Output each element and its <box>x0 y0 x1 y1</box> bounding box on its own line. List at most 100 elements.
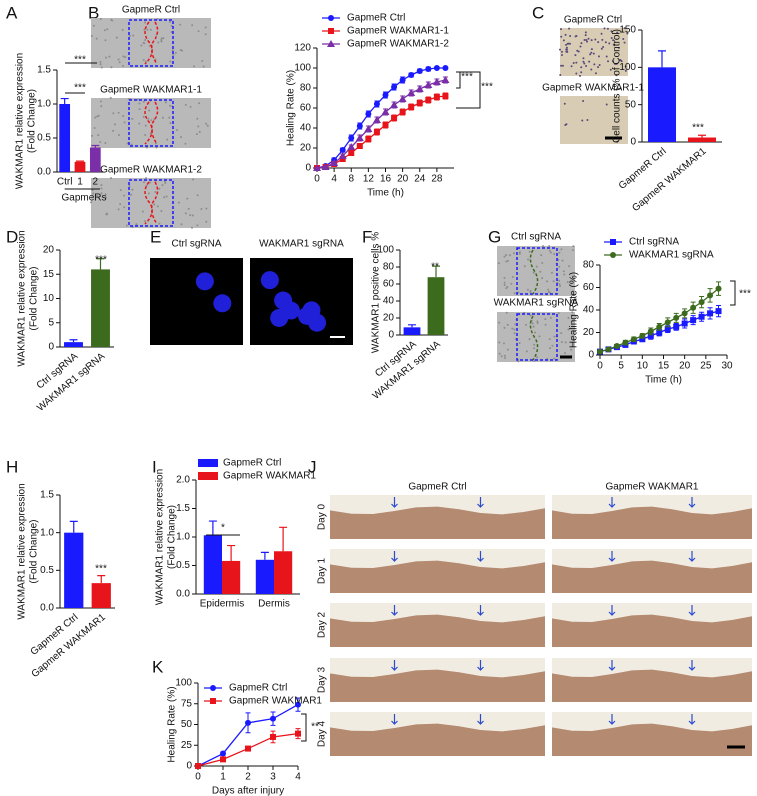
arrow <box>688 660 696 671</box>
cell <box>564 33 567 36</box>
texture <box>158 222 161 225</box>
texture <box>514 323 517 326</box>
row-label: Day 0 <box>317 504 328 531</box>
texture <box>198 130 201 133</box>
texture <box>184 142 187 145</box>
texture <box>96 115 99 118</box>
marker <box>364 125 373 132</box>
marker <box>373 129 380 135</box>
significance-label: *** <box>739 289 751 300</box>
arrow <box>608 714 616 725</box>
micrograph <box>91 98 211 148</box>
cell <box>559 48 562 51</box>
texture <box>131 188 134 191</box>
y-tick-label: 40 <box>300 123 312 134</box>
texture <box>197 125 200 128</box>
marker <box>416 100 423 106</box>
significance-label: ** <box>431 262 439 273</box>
texture <box>99 60 102 63</box>
texture <box>122 64 125 67</box>
texture <box>143 220 146 223</box>
texture <box>156 205 159 208</box>
marker <box>432 78 441 85</box>
cell <box>624 69 627 72</box>
texture <box>549 316 552 319</box>
image-label: Ctrl sgRNA <box>511 232 561 243</box>
texture <box>184 212 187 215</box>
marker <box>441 76 450 83</box>
x-tick-label: 25 <box>700 361 712 372</box>
texture <box>196 194 199 197</box>
texture <box>108 55 111 58</box>
y-tick-label: 100 <box>619 62 636 73</box>
marker <box>270 733 276 740</box>
legend-label: Ctrl sgRNA <box>629 237 679 248</box>
y-tick-label: 1.0 <box>176 532 190 543</box>
legend-label: GapmeR WAKMAR1-1 <box>347 26 449 37</box>
legend-label: GapmeR Ctrl <box>229 683 287 694</box>
cell <box>604 41 607 44</box>
cell <box>560 35 563 38</box>
marker <box>698 313 705 320</box>
texture <box>147 117 150 120</box>
marker <box>715 285 722 292</box>
texture <box>94 116 97 119</box>
x-tick-label: 2 <box>93 177 99 188</box>
marker <box>356 143 363 149</box>
column-label: GapmeR WAKMAR1 <box>606 482 699 493</box>
tissue <box>552 560 752 593</box>
cell <box>575 61 578 64</box>
texture <box>163 196 166 199</box>
image-label: GapmeR WAKMAR1-1 <box>542 83 644 94</box>
x-tick-label: 20 <box>397 174 409 185</box>
x-tick-label: 0 <box>314 174 320 185</box>
texture <box>205 220 208 223</box>
series-line <box>599 288 719 353</box>
cell <box>600 32 603 35</box>
image-label: GapmeR WAKMAR1-2 <box>100 165 202 176</box>
texture <box>172 53 175 56</box>
texture <box>538 335 541 338</box>
texture <box>100 187 103 190</box>
cell <box>563 102 566 105</box>
texture <box>511 327 514 330</box>
texture <box>142 41 145 44</box>
texture <box>150 119 153 122</box>
cell <box>616 31 619 34</box>
texture <box>513 328 516 331</box>
texture <box>506 323 509 326</box>
error-bar <box>208 520 217 536</box>
texture <box>105 212 108 215</box>
x-tick-label: Epidermis <box>200 599 244 610</box>
texture <box>148 109 151 112</box>
legend-label: GapmeR Ctrl <box>223 458 281 469</box>
panel-letter: I <box>152 457 157 476</box>
texture <box>510 282 513 285</box>
texture <box>157 41 160 44</box>
texture <box>146 146 149 149</box>
cell <box>613 43 616 46</box>
y-tick-label: 20 <box>583 327 595 338</box>
texture <box>90 201 93 204</box>
texture <box>505 311 508 314</box>
texture <box>564 341 567 344</box>
y-axis-label: (Fold Change) <box>29 520 40 584</box>
bar <box>91 583 111 608</box>
texture <box>95 37 98 40</box>
texture <box>533 347 536 350</box>
y-tick-label: 75 <box>181 698 193 709</box>
texture <box>144 133 147 136</box>
texture <box>154 190 157 193</box>
texture <box>503 276 506 279</box>
bar <box>59 104 71 172</box>
tissue <box>330 614 545 647</box>
marker <box>690 304 697 311</box>
wound-outline <box>128 99 174 147</box>
texture <box>104 39 107 42</box>
marker <box>372 116 381 123</box>
bar <box>222 560 241 594</box>
cell <box>586 40 589 43</box>
cell <box>565 43 568 46</box>
marker <box>647 328 654 335</box>
texture <box>200 207 203 210</box>
